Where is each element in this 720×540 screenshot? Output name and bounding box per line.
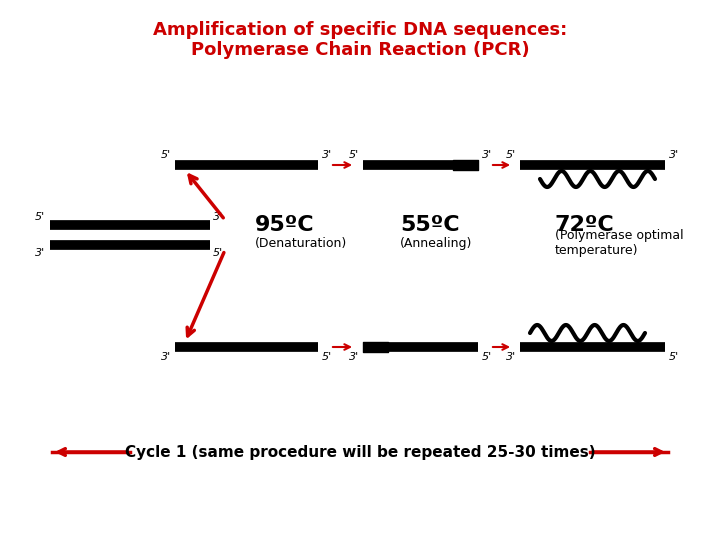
Text: 5': 5' <box>161 150 171 160</box>
Text: 3': 3' <box>349 352 359 362</box>
Text: 5': 5' <box>35 212 45 222</box>
Text: (Polymerase optimal
temperature): (Polymerase optimal temperature) <box>555 229 683 257</box>
Text: 3': 3' <box>506 352 516 362</box>
Text: (Annealing): (Annealing) <box>400 237 472 249</box>
Text: 3': 3' <box>482 150 492 160</box>
Text: 5': 5' <box>213 248 223 258</box>
Text: 3': 3' <box>35 248 45 258</box>
Text: 3': 3' <box>669 150 679 160</box>
Text: 3': 3' <box>213 212 223 222</box>
Text: 55ºC: 55ºC <box>400 215 459 235</box>
Text: 95ºC: 95ºC <box>255 215 315 235</box>
Text: 5': 5' <box>349 150 359 160</box>
Text: 5': 5' <box>669 352 679 362</box>
Text: 5': 5' <box>506 150 516 160</box>
Text: (Denaturation): (Denaturation) <box>255 237 347 249</box>
Text: 5': 5' <box>322 352 332 362</box>
Text: 3': 3' <box>161 352 171 362</box>
Text: Amplification of specific DNA sequences:: Amplification of specific DNA sequences: <box>153 21 567 39</box>
Text: 3': 3' <box>322 150 332 160</box>
Text: Polymerase Chain Reaction (PCR): Polymerase Chain Reaction (PCR) <box>191 41 529 59</box>
Text: 5': 5' <box>482 352 492 362</box>
Text: Cycle 1 (same procedure will be repeated 25-30 times): Cycle 1 (same procedure will be repeated… <box>125 444 595 460</box>
Text: 72ºC: 72ºC <box>555 215 615 235</box>
